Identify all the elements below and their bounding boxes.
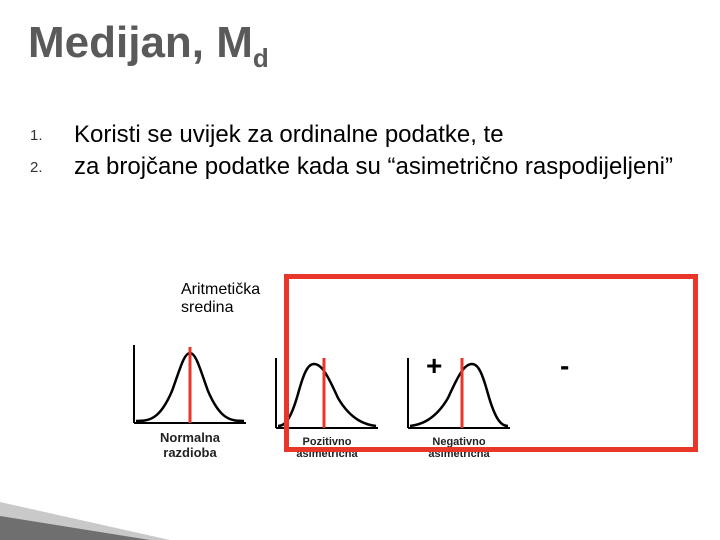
chart-caption: Negativno asimetrična xyxy=(428,436,489,460)
bullet-list: 1. Koristi se uvijek za ordinalne podatk… xyxy=(30,120,690,184)
title-subscript: d xyxy=(253,43,269,73)
normal-curve-svg xyxy=(130,341,250,427)
positive-curve-svg xyxy=(272,354,382,432)
annotation-label: Aritmetička sredina xyxy=(181,281,260,318)
annotation-line1: Aritmetička xyxy=(181,281,260,298)
distribution-charts: Normalna razdioba Pozitivno asimetrična xyxy=(130,341,514,460)
slide: Medijan, Md 1. Koristi se uvijek za ordi… xyxy=(0,0,720,540)
corner-triangle-dark xyxy=(0,516,150,540)
list-item: 2. za brojčane podatke kada su “asimetri… xyxy=(30,152,690,182)
item-text: Koristi se uvijek za ordinalne podatke, … xyxy=(74,120,690,150)
annotation-line2: sredina xyxy=(181,299,233,316)
item-text: za brojčane podatke kada su “asimetrično… xyxy=(74,152,690,182)
slide-title: Medijan, Md xyxy=(28,18,269,68)
negative-curve-svg xyxy=(404,354,514,432)
item-number: 1. xyxy=(30,120,74,144)
title-main: Medijan, M xyxy=(28,18,253,67)
chart-caption: Normalna razdioba xyxy=(160,431,220,460)
negative-skew-chart: Negativno asimetrična xyxy=(404,354,514,460)
positive-skew-chart: Pozitivno asimetrična xyxy=(272,354,382,460)
list-item: 1. Koristi se uvijek za ordinalne podatk… xyxy=(30,120,690,150)
normal-distribution-chart: Normalna razdioba xyxy=(130,341,250,460)
item-number: 2. xyxy=(30,152,74,176)
plus-sign: + xyxy=(426,350,442,382)
minus-sign: - xyxy=(560,350,569,382)
chart-caption: Pozitivno asimetrična xyxy=(296,436,357,460)
